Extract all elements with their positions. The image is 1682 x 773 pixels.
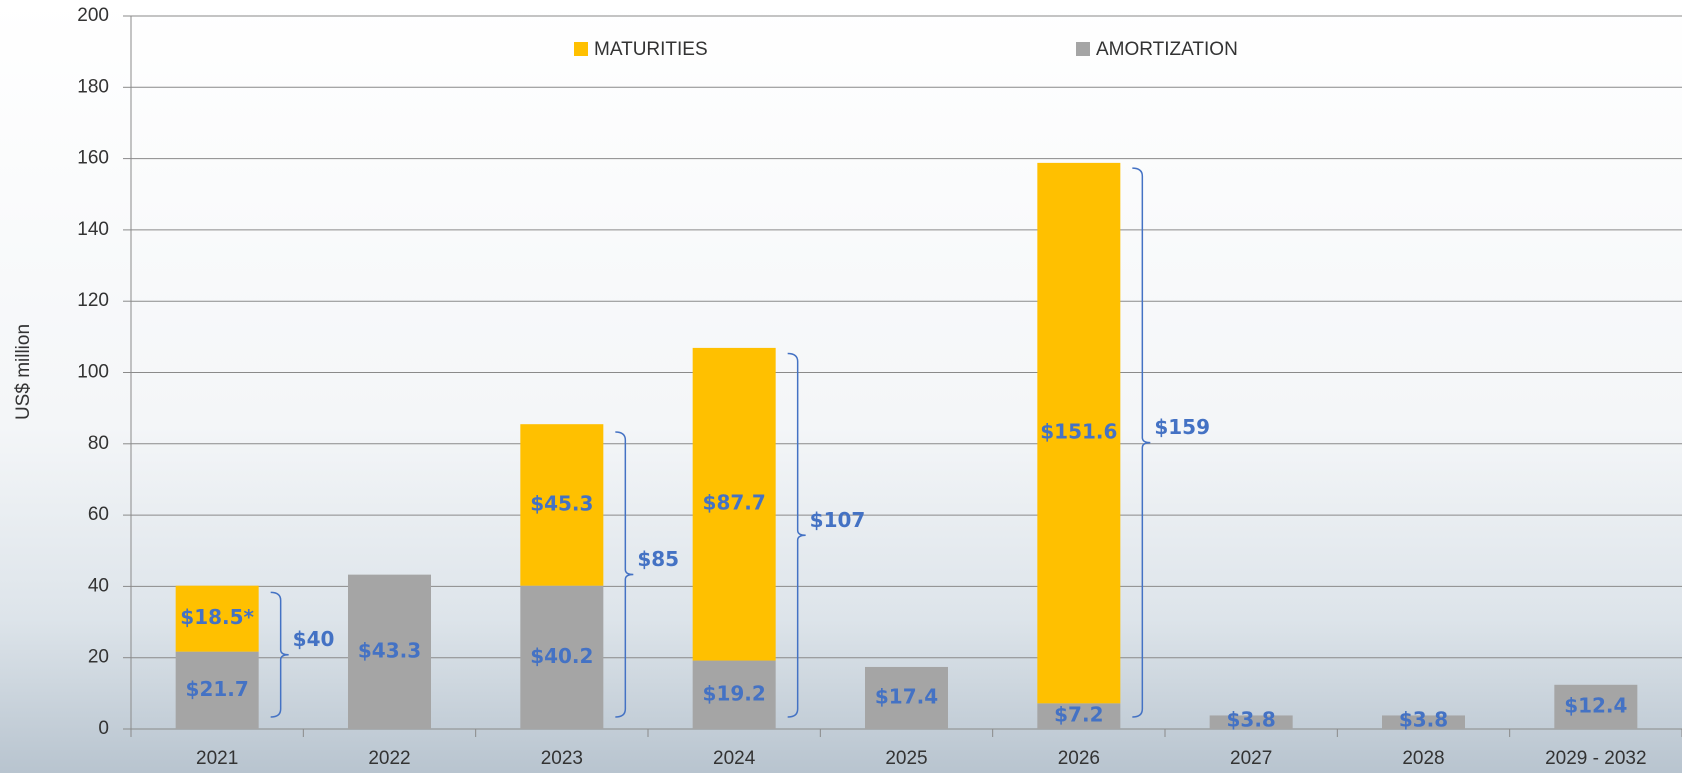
- y-tick-label: 80: [88, 433, 109, 454]
- y-axis-label: US$ million: [13, 324, 34, 420]
- x-tick-label: 2026: [1058, 748, 1100, 769]
- legend-label: MATURITIES: [594, 39, 708, 60]
- value-label: $40.2: [530, 644, 593, 668]
- value-label: $45.3: [530, 491, 593, 515]
- x-tick-label: 2024: [713, 748, 756, 769]
- y-tick-label: 200: [77, 5, 109, 26]
- value-label: $87.7: [703, 491, 766, 515]
- legend-label: AMORTIZATION: [1096, 39, 1238, 60]
- bar-segment: [865, 666, 948, 729]
- y-tick-label: 60: [88, 504, 109, 525]
- total-bracket: [615, 431, 634, 718]
- x-tick-label: 2028: [1402, 748, 1444, 769]
- value-label: $19.2: [703, 681, 766, 705]
- bar-segment: [520, 424, 604, 586]
- y-tick-label: 180: [77, 76, 109, 97]
- total-label: $40: [293, 627, 335, 651]
- bar-segment: [348, 574, 431, 729]
- x-tick-label: 2021: [196, 748, 238, 769]
- legend-swatch: [1076, 42, 1090, 56]
- bar-segment: [1037, 162, 1121, 704]
- total-label: $159: [1154, 415, 1210, 439]
- value-label: $18.5*: [180, 605, 254, 629]
- bar-segment: [1554, 684, 1638, 729]
- y-tick-label: 120: [77, 290, 109, 311]
- y-tick-label: 0: [98, 718, 109, 739]
- value-label: $43.3: [358, 638, 421, 662]
- x-tick-label: 2023: [541, 748, 583, 769]
- value-label: $12.4: [1564, 693, 1627, 717]
- legend-swatch: [574, 42, 588, 56]
- bar-segment: [692, 660, 776, 729]
- y-tick-label: 160: [77, 148, 109, 169]
- value-label: $151.6: [1040, 420, 1117, 444]
- value-label: $17.4: [875, 684, 938, 708]
- x-tick-label: 2027: [1230, 748, 1272, 769]
- value-label: $3.8: [1226, 708, 1275, 732]
- bar-segment: [175, 651, 259, 729]
- total-label: $107: [810, 508, 866, 532]
- x-tick-label: 2029 - 2032: [1545, 748, 1646, 769]
- x-tick-label: 2022: [368, 748, 410, 769]
- total-bracket: [1132, 167, 1151, 718]
- bar-segment: [520, 585, 604, 729]
- bar-segment: [692, 347, 776, 661]
- value-label: $21.7: [186, 677, 249, 701]
- x-tick-label: 2025: [885, 748, 927, 769]
- bar-segment: [175, 585, 259, 652]
- value-label: $7.2: [1054, 703, 1103, 727]
- total-label: $85: [637, 547, 679, 571]
- bar-segment: [1382, 715, 1465, 729]
- y-tick-label: 20: [88, 647, 109, 668]
- bar-segment: [1037, 703, 1121, 729]
- y-tick-label: 40: [88, 575, 109, 596]
- bar-segment: [1209, 715, 1293, 729]
- value-label: $3.8: [1399, 708, 1448, 732]
- y-tick-label: 100: [77, 362, 109, 383]
- y-tick-label: 140: [77, 219, 109, 240]
